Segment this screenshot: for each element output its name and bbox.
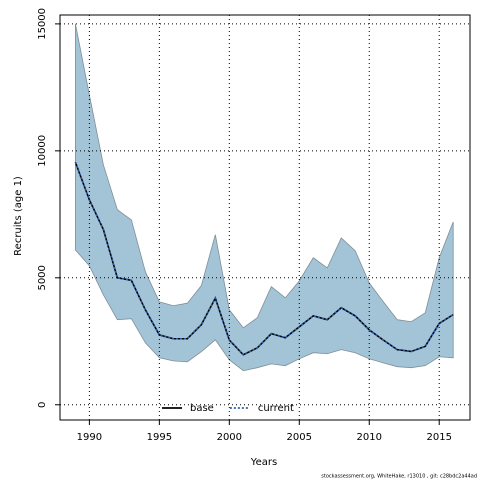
x-tick-label: 1990 (77, 432, 102, 443)
y-tick-label: 10000 (37, 135, 48, 167)
y-tick-label: 5000 (37, 265, 48, 290)
y-axis-label: Recruits (age 1) (13, 176, 24, 256)
x-axis-label: Years (250, 457, 277, 468)
y-tick-label: 15000 (37, 8, 48, 40)
series-line (74, 161, 454, 356)
legend-label: base (190, 403, 214, 414)
x-tick-label: 2000 (217, 432, 242, 443)
x-tick-label: 2010 (357, 432, 382, 443)
legend-label: current (258, 403, 294, 414)
confidence-band (74, 23, 454, 372)
x-tick-label: 1995 (147, 432, 172, 443)
y-tick-label: 0 (37, 402, 48, 408)
x-tick-label: 2015 (426, 432, 451, 443)
x-tick-label: 2005 (287, 432, 312, 443)
footnote: stockassessment.org, WhiteHake, r13010 ,… (321, 474, 477, 480)
plot-frame (59, 14, 471, 421)
